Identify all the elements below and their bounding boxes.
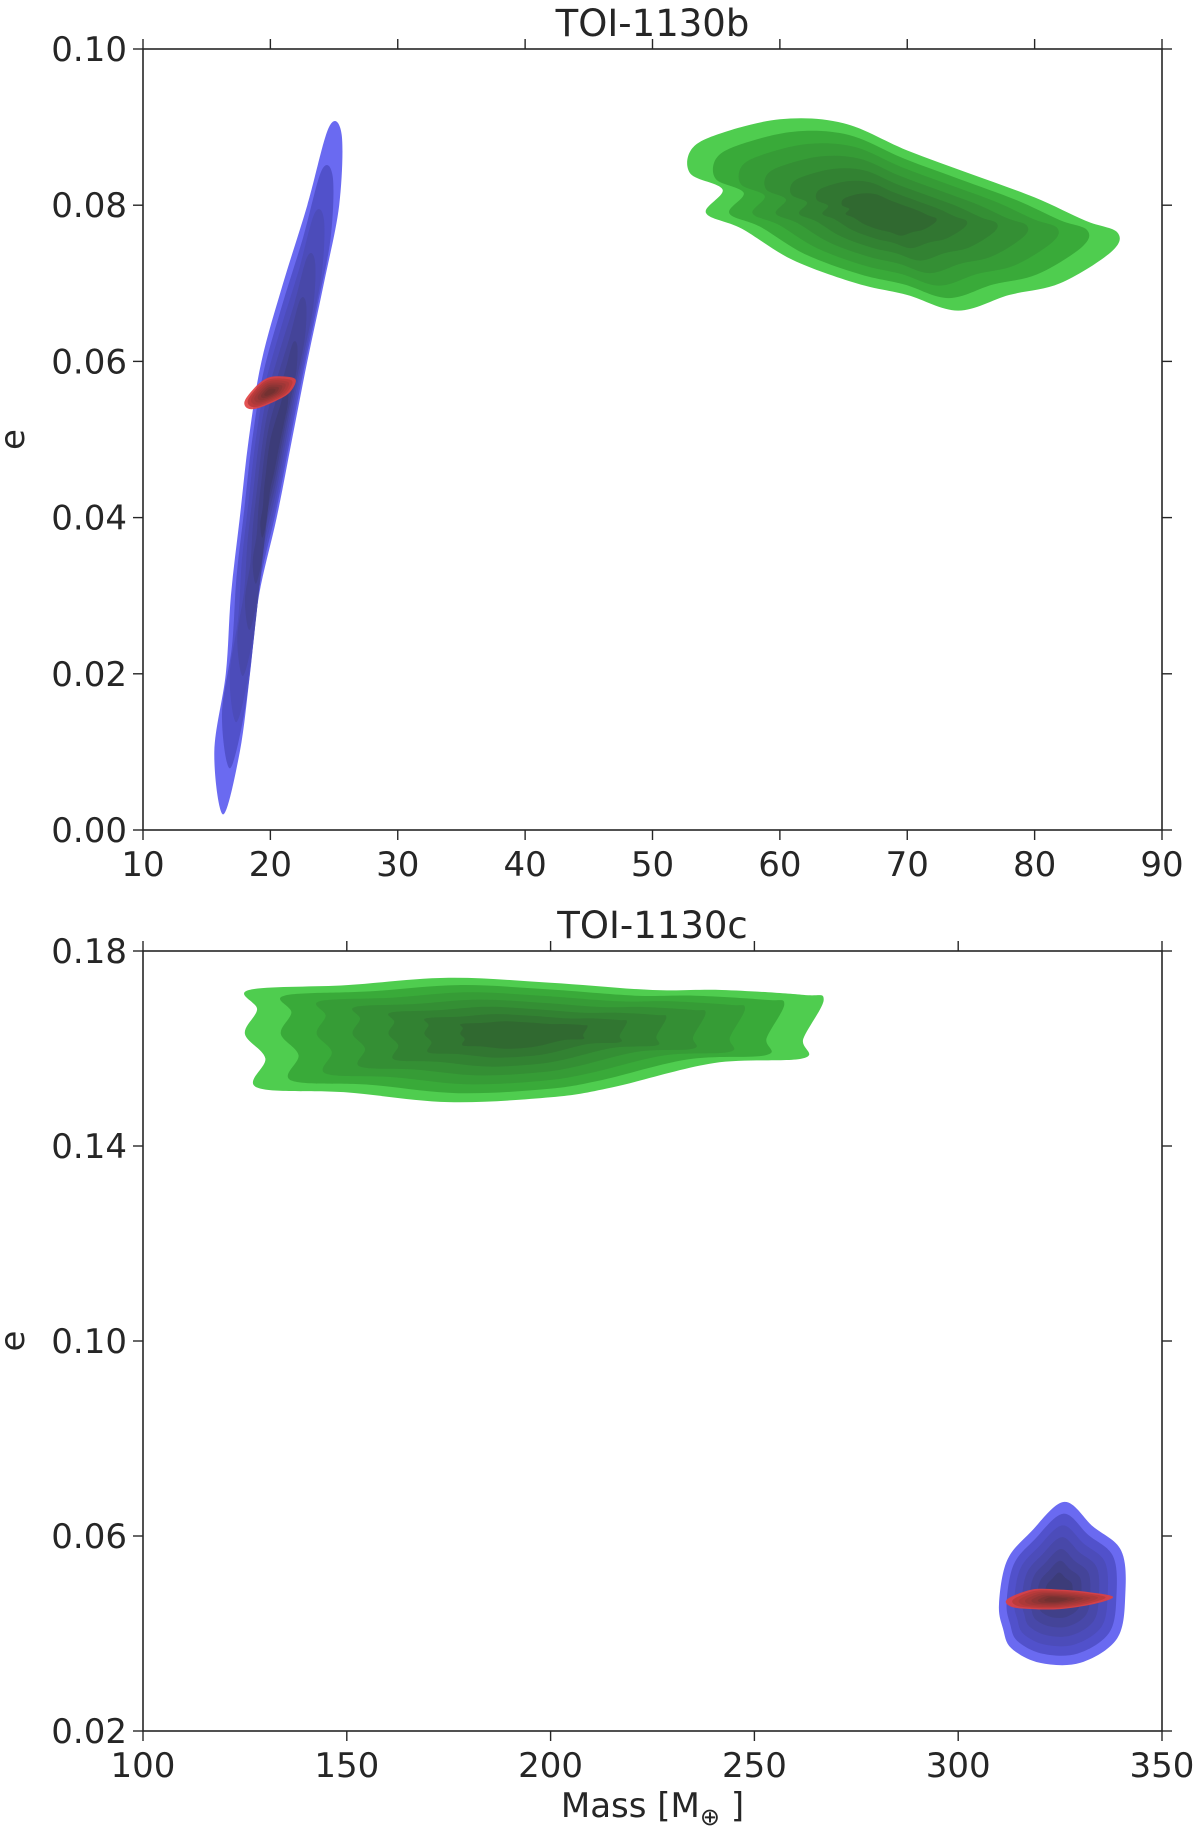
y-tick-label: 0.06: [51, 1517, 127, 1557]
chart-title: TOI-1130b: [555, 2, 750, 45]
y-tick-label: 0.00: [51, 811, 127, 851]
x-tick-label: 300: [926, 1746, 991, 1786]
x-tick-label: 250: [722, 1746, 787, 1786]
density-0-2: [244, 376, 296, 410]
density-1-2: [1005, 1588, 1114, 1610]
density-level-0-1-6: [841, 193, 937, 236]
x-tick-label: 40: [503, 845, 546, 885]
y-tick-label: 0.10: [51, 30, 127, 70]
x-tick-label: 30: [376, 845, 419, 885]
y-axis-label: e: [0, 1331, 33, 1352]
x-tick-label: 200: [518, 1746, 583, 1786]
y-tick-label: 0.14: [51, 1127, 127, 1167]
panel-toi-1130b: 10 20 30 40 50 60 70 80 90 0.00 0.02 0.04 0.06 0.08 0.…: [0, 2, 1184, 885]
density-1-0: [244, 977, 824, 1103]
plot-frame: [142, 48, 1163, 831]
density-level-0-0-6: [260, 385, 289, 538]
y-tick-label: 0.10: [51, 1322, 127, 1362]
x-tick-label: 80: [1013, 845, 1056, 885]
x-axis-label: Mass [M⊕ ]: [561, 1786, 744, 1827]
density-level-1-0-6: [460, 1021, 588, 1049]
x-tick-label: 10: [121, 845, 164, 885]
y-tick-label: 0.04: [51, 499, 127, 539]
y-tick-label: 0.02: [51, 1712, 127, 1752]
x-tick-label: 90: [1140, 845, 1183, 885]
x-tick-label: 20: [249, 845, 292, 885]
density-level-1-2-6: [1044, 1597, 1068, 1602]
y-tick-label: 0.02: [51, 655, 127, 695]
y-tick-label: 0.06: [51, 342, 127, 382]
density-0-0: [214, 120, 343, 815]
y-tick-label: 0.08: [51, 186, 127, 226]
x-tick-label: 70: [886, 845, 929, 885]
x-tick-label: 150: [314, 1746, 379, 1786]
panel-toi-1130c: 100 150 200 250 300 350 0.02 0.06 0.10 0.14 0.18 TO…: [0, 904, 1194, 1827]
y-axis-label: e: [0, 429, 33, 450]
x-tick-label: 60: [758, 845, 801, 885]
chart-title: TOI-1130c: [556, 904, 748, 947]
y-tick-label: 0.18: [51, 932, 127, 972]
density-1-1: [998, 1501, 1126, 1666]
density-level-0-2-6: [264, 388, 276, 396]
density-0-1: [687, 118, 1120, 311]
x-tick-label: 50: [631, 845, 674, 885]
x-tick-label: 350: [1130, 1746, 1195, 1786]
x-tick-label: 100: [111, 1746, 176, 1786]
